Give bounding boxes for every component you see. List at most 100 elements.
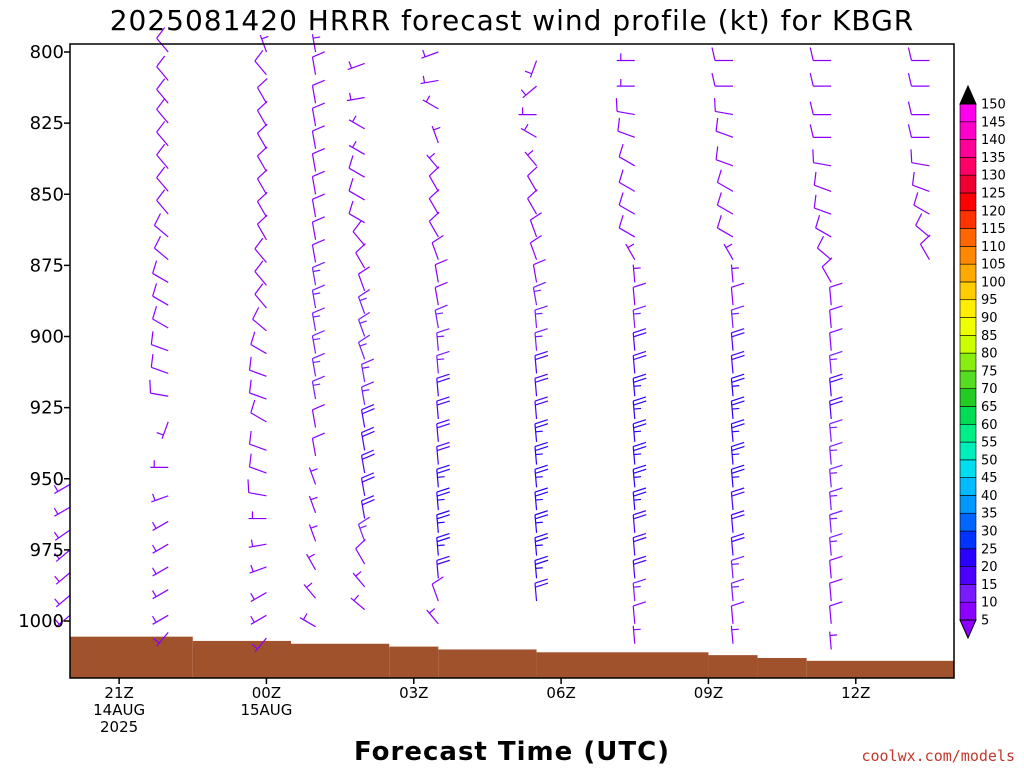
barb-flag-half: [306, 582, 313, 588]
barb-flag-full: [633, 555, 647, 561]
barb-staff: [347, 62, 365, 71]
barb-flag-full: [534, 464, 548, 470]
barb-flag-full: [431, 576, 444, 585]
barb-flag-full: [633, 445, 647, 452]
y-tick-label: 800: [30, 42, 64, 63]
y-tick-label: 825: [30, 113, 64, 134]
wind-barb: [303, 582, 317, 599]
wind-barb: [632, 350, 647, 374]
barb-flag-full: [633, 510, 647, 516]
barb-flag-full: [436, 532, 450, 539]
wind-barb: [348, 115, 365, 130]
wind-barb: [529, 235, 542, 260]
wind-barb: [254, 49, 267, 76]
barb-flag-half: [54, 575, 60, 583]
barb-flag-full: [362, 430, 375, 438]
barb-flag-full: [348, 155, 354, 169]
barb-staff: [156, 131, 169, 147]
barb-flag-half: [535, 544, 543, 547]
wind-barb: [249, 564, 267, 574]
wind-barb: [346, 92, 365, 102]
barb-flag-full: [813, 194, 817, 209]
barb-flag-full: [534, 396, 548, 402]
wind-barb: [829, 532, 843, 556]
barb-staff: [428, 221, 439, 238]
wind-barb: [829, 441, 843, 465]
barb-staff: [311, 312, 317, 331]
wind-barb: [632, 578, 647, 602]
wind-barb: [617, 117, 635, 138]
wind-barb: [527, 166, 538, 192]
barb-flag-full: [257, 146, 268, 157]
barb-flag-full: [731, 373, 745, 379]
barb-staff: [632, 423, 636, 442]
barb-staff: [534, 583, 538, 602]
barb-staff: [829, 378, 832, 397]
barb-flag-full: [731, 491, 745, 497]
wind-barb: [248, 379, 267, 400]
wind-barb: [54, 549, 71, 562]
wind-barb: [534, 328, 548, 351]
barb-flag-full: [715, 146, 719, 160]
wind-barb: [247, 479, 267, 497]
barb-flag-full: [362, 407, 375, 415]
barb-staff: [829, 560, 832, 579]
barb-flag-full: [829, 419, 843, 425]
wind-barb: [420, 75, 439, 85]
barb-flag-full: [254, 260, 264, 272]
barb-flag-full: [152, 283, 158, 297]
barb-staff: [350, 597, 366, 611]
barb-flag-full: [711, 73, 716, 87]
barb-flag-full: [312, 170, 325, 178]
wind-barb: [152, 614, 169, 625]
speed-colorbar: 5 10 15 20 25 30 35 40 45 50 55 60 65 70 75 80 85 90 95 100…: [959, 84, 1006, 640]
barb-staff: [717, 181, 734, 192]
barb-flag-full: [809, 101, 814, 115]
barb-staff: [715, 130, 734, 138]
wind-barb: [907, 73, 930, 87]
barb-flag-half: [437, 521, 445, 524]
wind-barb: [632, 555, 647, 579]
x-tick-label: 2025: [100, 718, 138, 736]
barb-flag-full: [361, 449, 375, 456]
barb-flag-full: [731, 555, 745, 561]
barb-flag-full: [535, 377, 549, 383]
wind-barb: [153, 235, 169, 261]
wind-barb: [254, 260, 267, 286]
barb-staff: [357, 342, 366, 360]
plot-frame: [69, 43, 955, 679]
barb-flag-full: [535, 582, 549, 588]
barb-flag-full: [312, 404, 325, 411]
barb-flag-full: [534, 487, 548, 493]
barb-flag-half: [633, 312, 641, 315]
wind-barb: [254, 283, 267, 309]
wind-barb: [632, 441, 647, 465]
x-tick-label: 06Z: [546, 684, 575, 702]
barb-flag-half: [250, 539, 254, 547]
barb-flag-full: [434, 258, 448, 266]
barb-flag-full: [312, 216, 325, 223]
colorbar-segment: [959, 423, 977, 443]
x-axis-label: Forecast Time (UTC): [354, 737, 670, 767]
colorbar-tick-label: 110: [981, 240, 1006, 255]
barb-staff: [632, 514, 636, 533]
wind-barb: [436, 396, 450, 420]
barb-flag-half: [359, 320, 367, 324]
wind-barb: [355, 243, 366, 269]
barb-flag-full: [731, 350, 745, 357]
barb-staff: [426, 154, 439, 170]
y-tick-label: 950: [30, 469, 64, 490]
wind-barb: [250, 331, 267, 355]
wind-barb: [730, 441, 745, 465]
barb-staff: [915, 224, 930, 238]
barb-staff: [434, 287, 439, 306]
wind-barb: [632, 328, 647, 351]
barb-flag-full: [156, 98, 166, 110]
wind-barb: [428, 211, 440, 238]
barb-staff: [814, 207, 832, 215]
colorbar-top-arrow: [959, 84, 977, 105]
wind-barb: [723, 243, 734, 260]
barb-staff: [254, 637, 267, 653]
colorbar-tick-label: 35: [981, 507, 998, 522]
wind-barb: [813, 171, 832, 192]
